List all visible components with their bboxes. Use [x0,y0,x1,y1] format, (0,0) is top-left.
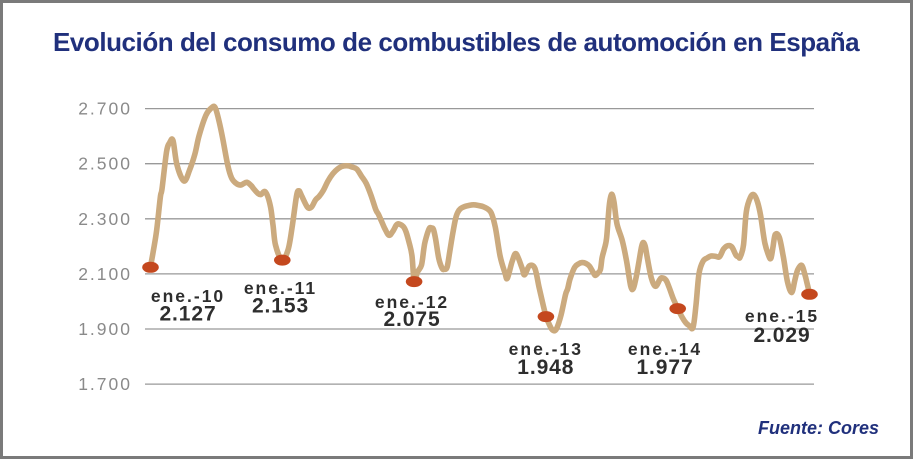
svg-text:1.900: 1.900 [78,319,132,339]
svg-text:2.075: 2.075 [383,308,440,331]
svg-text:2.700: 2.700 [78,99,132,119]
svg-text:2.300: 2.300 [78,209,132,229]
svg-text:2.029: 2.029 [753,324,810,347]
svg-text:ene.-14: ene.-14 [628,339,702,359]
svg-text:ene.-10: ene.-10 [151,286,225,306]
svg-text:1.948: 1.948 [517,356,574,379]
svg-text:ene.-11: ene.-11 [244,278,317,298]
svg-text:1.977: 1.977 [636,356,693,379]
svg-text:1.700: 1.700 [78,374,132,394]
svg-text:ene.-15: ene.-15 [745,306,819,326]
svg-text:2.127: 2.127 [159,303,216,326]
svg-text:ene.-12: ene.-12 [375,292,449,312]
svg-text:Evolución del consumo de combu: Evolución del consumo de combustibles de… [53,27,860,57]
svg-text:2.153: 2.153 [252,295,309,318]
svg-text:Fuente: Cores: Fuente: Cores [758,418,879,438]
svg-text:2.100: 2.100 [78,264,132,284]
svg-text:ene.-13: ene.-13 [509,339,583,359]
svg-text:2.500: 2.500 [78,154,132,174]
